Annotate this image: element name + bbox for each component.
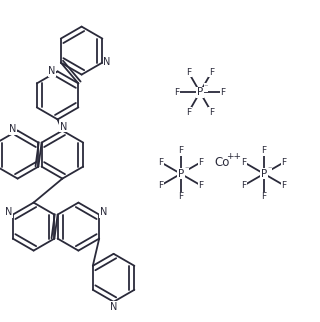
Text: F: F bbox=[209, 68, 214, 77]
Text: F: F bbox=[158, 181, 164, 190]
Text: F: F bbox=[178, 146, 183, 155]
Text: F: F bbox=[198, 158, 203, 167]
Text: N: N bbox=[100, 207, 107, 217]
Text: F: F bbox=[209, 108, 214, 117]
Text: F: F bbox=[198, 181, 203, 190]
Text: P: P bbox=[197, 87, 203, 97]
Text: N: N bbox=[9, 124, 17, 134]
Text: F: F bbox=[186, 108, 191, 117]
Text: F: F bbox=[261, 146, 267, 155]
Text: N: N bbox=[103, 57, 110, 67]
Text: F: F bbox=[242, 158, 247, 167]
Text: N: N bbox=[60, 122, 68, 132]
Text: F: F bbox=[220, 88, 226, 97]
Text: ⁻: ⁻ bbox=[204, 82, 208, 91]
Text: F: F bbox=[261, 192, 267, 201]
Text: F: F bbox=[158, 158, 164, 167]
Text: F: F bbox=[174, 88, 180, 97]
Text: P: P bbox=[178, 169, 184, 179]
Text: ++: ++ bbox=[226, 152, 241, 161]
Text: Co: Co bbox=[215, 156, 230, 169]
Text: F: F bbox=[186, 68, 191, 77]
Text: P: P bbox=[261, 169, 267, 179]
Text: F: F bbox=[242, 181, 247, 190]
Text: F: F bbox=[281, 181, 286, 190]
Text: ⁻: ⁻ bbox=[184, 164, 189, 173]
Text: N: N bbox=[5, 207, 13, 217]
Text: ⁻: ⁻ bbox=[268, 164, 272, 173]
Text: F: F bbox=[178, 192, 183, 201]
Text: N: N bbox=[48, 66, 56, 76]
Text: F: F bbox=[281, 158, 286, 167]
Text: N: N bbox=[110, 302, 117, 312]
